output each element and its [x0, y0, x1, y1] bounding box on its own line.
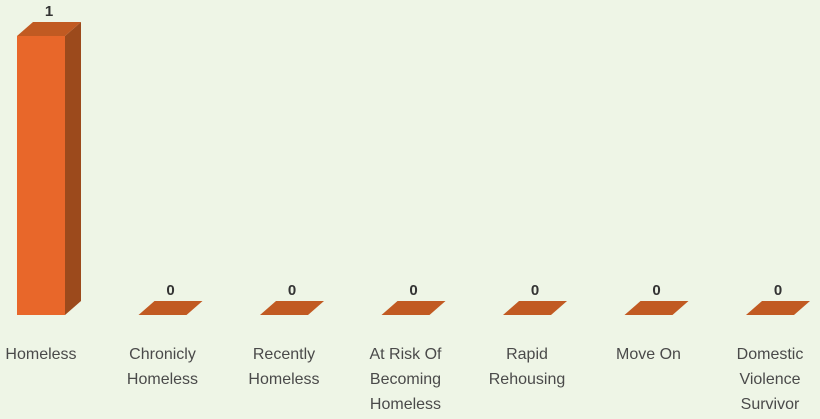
data-label-6: 0 — [774, 282, 782, 299]
data-label-1: 0 — [166, 282, 174, 299]
bar-0 — [17, 22, 81, 315]
category-label-3: At Risk Of Becoming Homeless — [369, 346, 442, 413]
category-label-1: Chronicly Homeless — [127, 346, 198, 388]
bar-5 — [624, 301, 689, 315]
category-label-4: Rapid Rehousing — [489, 346, 566, 388]
data-label-4: 0 — [531, 282, 539, 299]
bar-1 — [138, 301, 203, 315]
bar-2 — [260, 301, 324, 315]
category-label-0: Homeless — [5, 346, 76, 363]
bar-front-0 — [17, 36, 65, 315]
bar-top-2 — [260, 301, 324, 315]
data-label-0: 1 — [45, 3, 53, 20]
data-label-2: 0 — [288, 282, 296, 299]
bar-4 — [503, 301, 567, 315]
bar-side-0 — [65, 22, 81, 315]
bar-top-6 — [746, 301, 810, 315]
bar-top-3 — [381, 301, 446, 315]
category-label-5: Move On — [616, 346, 681, 363]
bar-3 — [381, 301, 446, 315]
category-label-6: Domestic Violence Survivor — [737, 346, 804, 413]
bar-top-5 — [624, 301, 689, 315]
bar-top-4 — [503, 301, 567, 315]
data-label-5: 0 — [652, 282, 660, 299]
category-label-2: Recently Homeless — [248, 346, 319, 388]
bar-6 — [746, 301, 810, 315]
bar-top-0 — [17, 22, 81, 36]
data-label-3: 0 — [409, 282, 417, 299]
bar-top-1 — [138, 301, 203, 315]
